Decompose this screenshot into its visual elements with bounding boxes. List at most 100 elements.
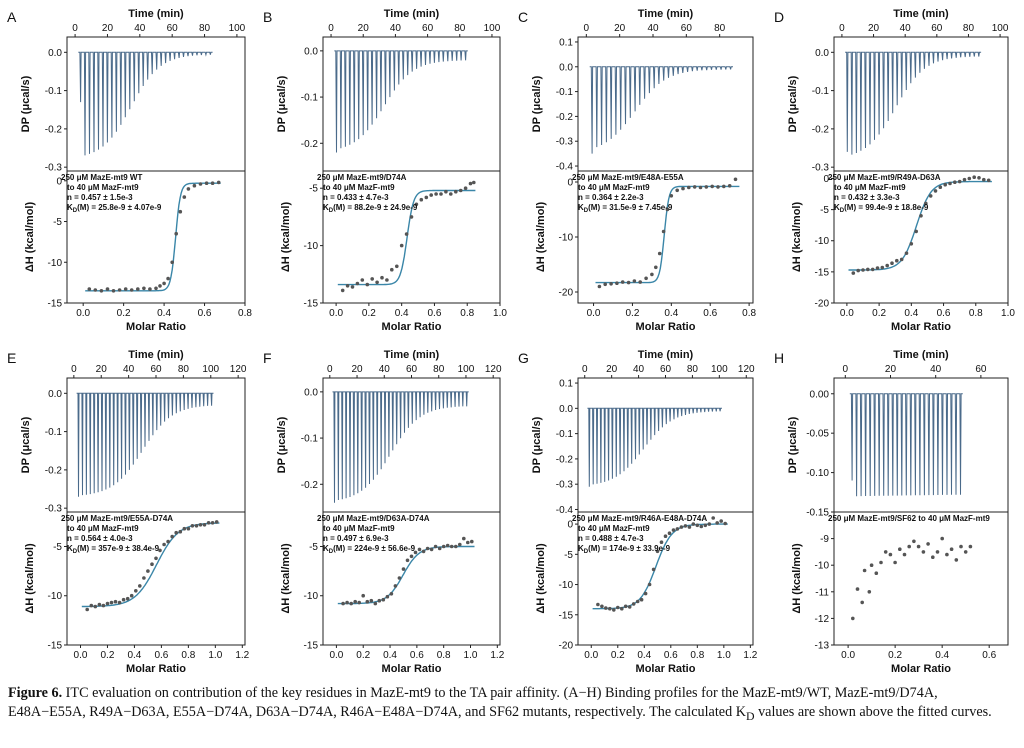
- heat-point: [381, 597, 386, 602]
- dh-tick-label: -5: [53, 542, 62, 553]
- heat-point: [192, 183, 197, 188]
- dp-tick-label: 0.00: [810, 389, 830, 400]
- time-tick-label: 20: [102, 23, 114, 34]
- heat-point: [675, 188, 679, 193]
- dh-tick-label: -10: [304, 241, 319, 252]
- heat-point: [345, 284, 350, 288]
- heat-point: [117, 600, 122, 605]
- dh-axis-label: ΔH (kcal/mol): [24, 202, 36, 273]
- dh-tick-label: 0: [567, 178, 573, 189]
- heat-point: [148, 287, 152, 291]
- heat-point: [612, 608, 616, 612]
- time-axis-label: Time (min): [384, 8, 440, 20]
- heat-point: [663, 534, 668, 538]
- heat-point: [687, 525, 692, 529]
- dp-axis-label: DP (μcal/s): [276, 75, 288, 132]
- ratio-axis-label: Molar Ratio: [126, 663, 186, 675]
- time-tick-label: 0: [839, 23, 845, 34]
- heat-point: [150, 562, 154, 566]
- time-tick-label: 20: [885, 364, 897, 375]
- heat-point: [683, 524, 688, 528]
- heat-point: [390, 267, 394, 272]
- ratio-tick-label: 1.0: [717, 650, 731, 661]
- heat-point: [631, 602, 636, 606]
- heat-point: [968, 544, 973, 549]
- dp-tick-label: -0.2: [301, 139, 319, 150]
- dh-tick-label: -10: [559, 580, 574, 591]
- heat-point: [659, 540, 664, 544]
- kd-value: KD(M) = 174e-9 ± 33.9e-9: [578, 544, 671, 555]
- time-axis-label: Time (min): [893, 349, 949, 361]
- heat-point: [340, 288, 345, 293]
- ratio-tick-label: 0.6: [703, 308, 717, 319]
- dp-tick-label: 0.1: [559, 37, 573, 48]
- dh-axis-label: ΔH (kcal/mol): [791, 202, 803, 273]
- ratio-tick-label: 0.4: [383, 650, 397, 661]
- heat-point: [198, 182, 203, 186]
- info-line: 250 μM MazE-mt9 WT: [61, 173, 142, 182]
- info-line: 250 μM MazE-mt9/E48A-E55A: [572, 173, 684, 182]
- heat-point: [395, 264, 399, 269]
- heat-point: [704, 185, 709, 189]
- dp-tick-label: -0.1: [556, 87, 574, 98]
- dp-tick-label: -0.3: [556, 137, 574, 148]
- ratio-tick-label: 0.4: [904, 308, 918, 319]
- panel-label: B: [263, 9, 272, 25]
- time-tick-label: 0: [584, 23, 590, 34]
- heat-point: [174, 231, 178, 236]
- time-tick-label: 0: [582, 364, 588, 375]
- kd-value: KD(M) = 25.8e-9 ± 4.07e-9: [67, 203, 162, 214]
- heat-point: [626, 280, 631, 285]
- heat-point: [948, 181, 952, 186]
- heat-point: [895, 258, 899, 263]
- time-tick-label: 80: [454, 23, 466, 34]
- time-tick-label: 80: [687, 364, 699, 375]
- kd-value: KD(M) = 357e-9 ± 38.4e-9: [67, 544, 160, 555]
- heat-point: [609, 282, 613, 286]
- heat-point: [413, 550, 418, 555]
- heat-point: [162, 281, 166, 286]
- heat-point: [370, 277, 375, 281]
- dp-plot-frame: [577, 36, 754, 172]
- heat-point: [89, 603, 94, 608]
- dp-trace: [332, 391, 469, 503]
- heat-plot-frame: [66, 170, 246, 304]
- fit-curve: [337, 189, 476, 286]
- info-line: to 40 μM MazF-mt9: [578, 524, 650, 533]
- heat-point: [874, 571, 879, 575]
- heat-point: [972, 175, 976, 179]
- heat-point: [373, 601, 378, 606]
- heat-point: [707, 522, 712, 526]
- heat-point: [162, 542, 166, 547]
- heat-point: [210, 521, 215, 525]
- dh-axis-label: ΔH (kcal/mol): [280, 543, 292, 614]
- ratio-tick-label: 0.6: [937, 308, 951, 319]
- panel-label: F: [263, 350, 272, 366]
- heat-point: [600, 604, 604, 609]
- heat-point: [214, 520, 219, 524]
- heat-point: [963, 550, 968, 554]
- heat-point: [154, 556, 158, 561]
- heat-point: [101, 603, 106, 608]
- heat-point: [943, 182, 947, 187]
- heat-point: [924, 201, 928, 206]
- heat-point: [87, 287, 92, 291]
- ratio-tick-label: 0.8: [690, 650, 704, 661]
- heat-point: [635, 599, 640, 604]
- kd-value: KD(M) = 224e-9 ± 56.6e-9: [323, 544, 416, 555]
- time-tick-label: 60: [681, 23, 693, 34]
- dh-axis-label: ΔH (kcal/mol): [535, 543, 547, 614]
- info-line: 250 μM MazE-mt9/SF62 to 40 μM MazF-mt9: [828, 514, 990, 523]
- info-line: n = 0.432 ± 3.3e-3: [834, 193, 900, 202]
- dp-tick-label: -0.2: [812, 124, 830, 135]
- heat-point: [134, 589, 138, 593]
- dp-tick-label: -0.2: [301, 480, 319, 491]
- ratio-tick-label: 0.8: [969, 308, 983, 319]
- ratio-tick-label: 0.6: [198, 308, 212, 319]
- dp-tick-label: 0.0: [559, 62, 573, 73]
- dp-axis-label: DP (μcal/s): [787, 75, 799, 132]
- heat-plot-frame: [66, 511, 246, 646]
- dp-trace: [849, 393, 963, 497]
- heat-point: [687, 185, 691, 190]
- panel-g: G 0 20 40 60 80 100 120 Time (min) 0.1 0.0 -0.1 -0.2…: [518, 349, 758, 675]
